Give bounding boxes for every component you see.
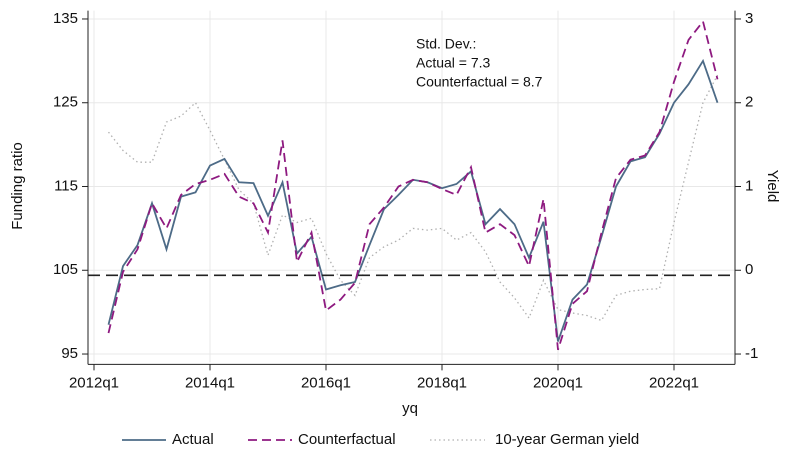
y2-tick-label: 0 [745,261,753,278]
annotation: Std. Dev.: [416,36,476,52]
x-tick-label: 2018q1 [417,374,467,391]
y2-tick-label: 1 [745,177,753,194]
x-axis-title: yq [402,400,418,417]
y-tick-label: 115 [54,177,78,194]
legend-label: Actual [172,431,214,448]
x-tick-label: 2012q1 [69,374,119,391]
y2-tick-label: 3 [745,10,753,27]
series-line [107,19,719,351]
y-tick-label: 135 [53,10,78,27]
y-axis-title: Funding ratio [9,142,26,230]
x-tick-label: 2020q1 [533,374,583,391]
x-tick-label: 2016q1 [301,374,351,391]
annotation: Actual = 7.3 [416,55,491,71]
x-tick-label: 2014q1 [185,374,235,391]
legend-label: 10-year German yield [495,431,639,448]
series-line [107,74,719,322]
annotation: Counterfactual = 8.7 [416,74,543,90]
y-tick-label: 105 [53,261,78,278]
legend-label: Counterfactual [298,431,396,448]
y-tick-label: 125 [53,94,78,111]
y2-tick-label: -1 [745,345,758,362]
x-tick-label: 2022q1 [649,374,699,391]
y-tick-label: 95 [61,345,78,362]
y2-axis-title: Yield [764,170,781,203]
y2-tick-label: 2 [745,94,753,111]
